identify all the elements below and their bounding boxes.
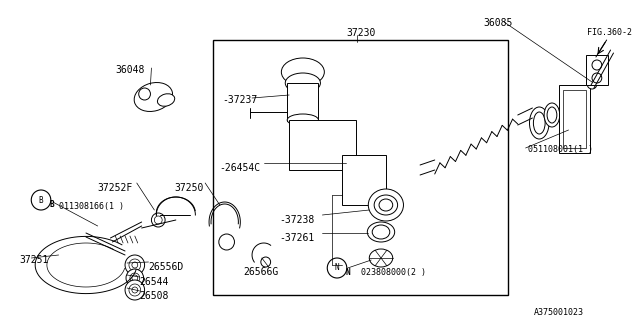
Circle shape [132, 275, 138, 281]
Text: 023808000(2 ): 023808000(2 ) [362, 268, 426, 277]
Bar [289, 120, 356, 170]
Circle shape [129, 259, 141, 271]
Ellipse shape [547, 107, 557, 123]
Text: 051108001(1 ): 051108001(1 ) [527, 145, 593, 154]
Circle shape [125, 280, 145, 300]
Text: A375001023: A375001023 [534, 308, 584, 317]
Bar [559, 85, 590, 153]
Circle shape [154, 216, 162, 224]
Ellipse shape [287, 114, 319, 126]
Bar [213, 40, 508, 295]
Text: N: N [346, 268, 350, 277]
Circle shape [219, 234, 234, 250]
Circle shape [152, 213, 165, 227]
Text: 36085: 36085 [484, 18, 513, 28]
Circle shape [132, 262, 138, 268]
Bar [586, 55, 607, 85]
Ellipse shape [544, 103, 560, 127]
Circle shape [130, 273, 140, 283]
Circle shape [261, 257, 271, 267]
Ellipse shape [374, 195, 397, 215]
Ellipse shape [368, 189, 403, 221]
Circle shape [31, 190, 51, 210]
Text: 36048: 36048 [115, 65, 145, 75]
Circle shape [327, 258, 347, 278]
Ellipse shape [282, 58, 324, 86]
Ellipse shape [533, 112, 545, 134]
Circle shape [139, 88, 150, 100]
Ellipse shape [346, 158, 358, 168]
Ellipse shape [529, 107, 549, 139]
Circle shape [126, 269, 143, 287]
Bar [563, 90, 586, 148]
Text: 37250: 37250 [175, 183, 204, 193]
Text: 26544: 26544 [140, 277, 169, 287]
Text: 37251: 37251 [20, 255, 49, 265]
Text: -37237: -37237 [223, 95, 258, 105]
Text: FIG.360-2: FIG.360-2 [587, 28, 632, 37]
Text: 26566G: 26566G [243, 267, 278, 277]
Circle shape [125, 255, 145, 275]
Circle shape [587, 79, 597, 89]
Ellipse shape [157, 94, 175, 106]
Text: 26556D: 26556D [148, 262, 184, 272]
Circle shape [132, 287, 138, 293]
Bar [342, 155, 386, 205]
Text: -37261: -37261 [280, 233, 315, 243]
Ellipse shape [367, 222, 395, 242]
Ellipse shape [285, 73, 321, 93]
Text: 37230: 37230 [347, 28, 376, 38]
Text: 011308166(1 ): 011308166(1 ) [59, 202, 124, 211]
Text: B: B [49, 200, 54, 209]
Ellipse shape [134, 83, 173, 111]
Text: 37252F: 37252F [98, 183, 133, 193]
Text: -26454C: -26454C [219, 163, 260, 173]
Text: -37238: -37238 [280, 215, 315, 225]
Ellipse shape [372, 225, 390, 239]
Ellipse shape [379, 199, 393, 211]
Text: 26508: 26508 [140, 291, 169, 301]
Circle shape [129, 284, 141, 296]
Text: N: N [335, 263, 339, 273]
Bar [287, 83, 319, 121]
Text: B: B [38, 196, 44, 204]
Ellipse shape [369, 249, 393, 267]
